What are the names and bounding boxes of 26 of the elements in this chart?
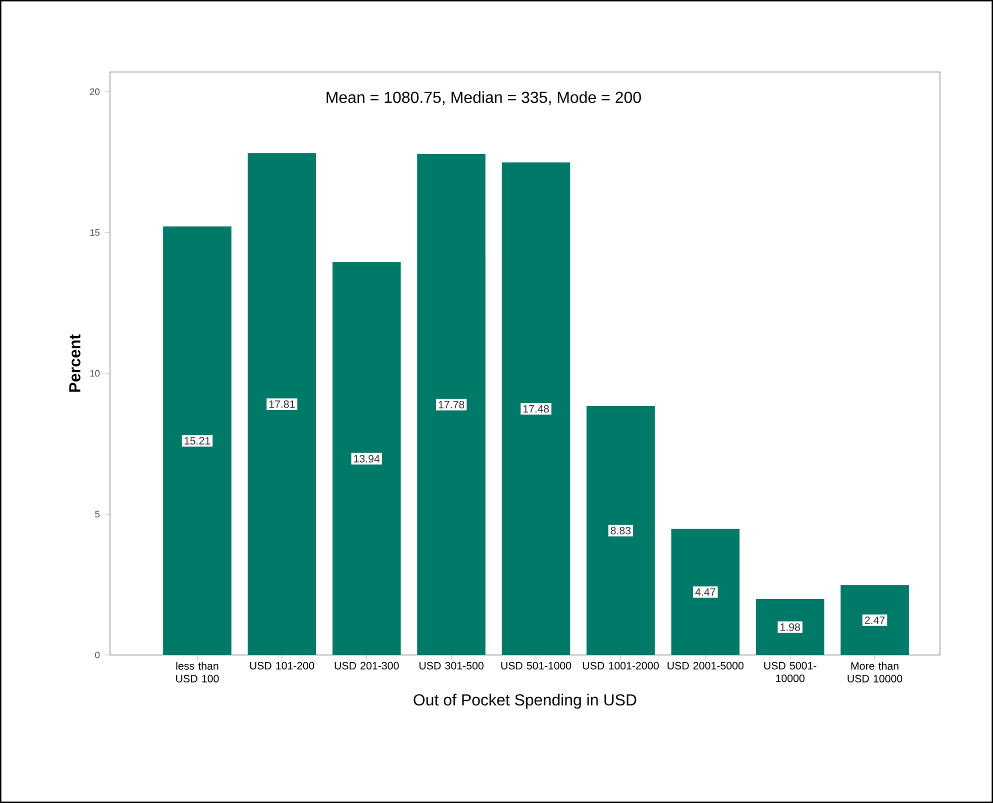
x-tick-label: More than USD 10000	[848, 662, 902, 682]
y-tick-label: 0	[95, 652, 100, 658]
data-label: 13.94	[354, 454, 380, 462]
x-tick-label: USD 1001-2000	[582, 662, 659, 670]
data-label: 4.47	[695, 588, 716, 596]
y-tick-label: 20	[90, 88, 100, 96]
data-label: 1.98	[780, 623, 800, 631]
annotation: Mean = 1080.75, Median = 335, Mode = 200	[326, 91, 641, 105]
data-label: 2.47	[864, 616, 885, 624]
data-label: 15.21	[184, 437, 210, 445]
x-tick-label: USD 101-200	[250, 662, 314, 670]
x-axis-title: Out of Pocket Spending in USD	[414, 694, 636, 709]
y-axis-title: Percent	[69, 334, 80, 392]
x-tick-label: USD 5001-10000	[764, 662, 816, 682]
x-tick-label: less than USD 100	[176, 662, 219, 682]
x-tick-label: USD 301-500	[420, 662, 484, 670]
data-label: 17.48	[523, 405, 549, 413]
y-tick-label: 5	[95, 510, 100, 518]
y-tick-label: 15	[90, 229, 100, 236]
x-tick-label: USD 501-1000	[501, 662, 572, 670]
x-tick-label: USD 201-300	[334, 662, 399, 670]
x-tick-label: USD 2001-5000	[668, 662, 744, 670]
data-label: 17.78	[438, 400, 464, 408]
y-tick-label: 10	[90, 370, 100, 377]
data-label: 17.81	[269, 400, 295, 408]
data-label: 8.83	[610, 526, 631, 534]
